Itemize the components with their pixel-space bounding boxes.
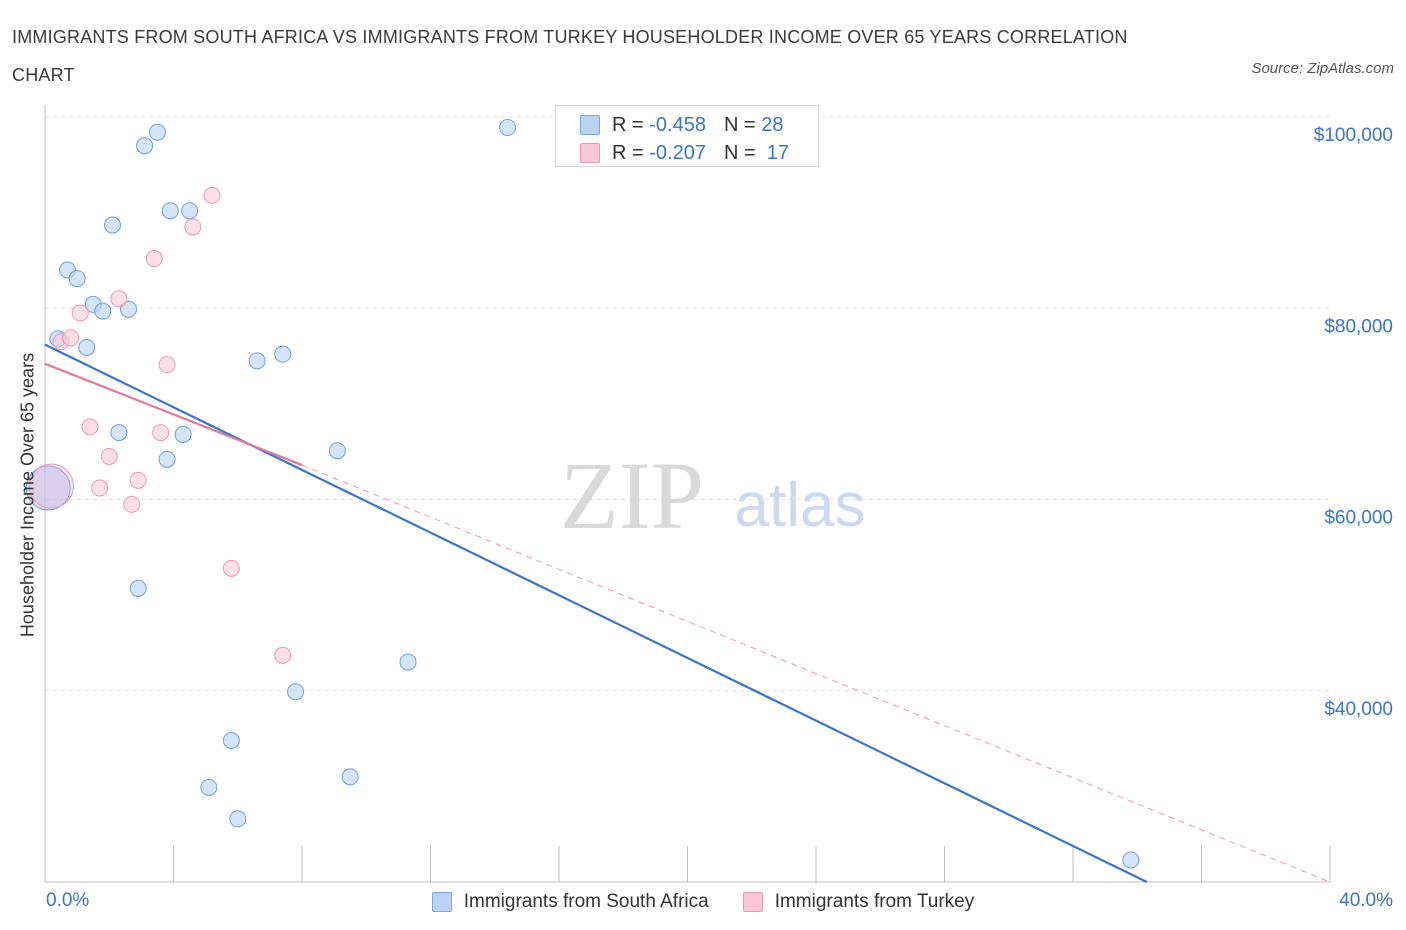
point-south-africa — [129, 579, 147, 597]
legend-n-value: 17 — [766, 141, 790, 164]
legend-r-label: R = — [612, 141, 644, 164]
y-axis-label: Householder Income Over 65 years — [17, 352, 38, 638]
chart-title: IMMIGRANTS FROM SOUTH AFRICA VS IMMIGRAN… — [12, 27, 1128, 85]
point-south-africa — [136, 137, 154, 155]
point-south-africa — [120, 300, 138, 318]
y-tick-labels: $40,000 $60,000 $80,000 $100,000 — [1314, 125, 1393, 720]
series-legend: Immigrants from South Africa Immigrants … — [0, 888, 1406, 916]
point-south-africa — [274, 345, 292, 363]
watermark: ZIP atlas — [560, 442, 865, 549]
point-south-africa — [148, 123, 166, 141]
legend-r-label: R = — [612, 113, 644, 136]
point-south-africa — [110, 424, 128, 442]
watermark-atlas: atlas — [735, 471, 866, 540]
legend-n-label: N = — [723, 141, 756, 164]
point-turkey — [28, 463, 74, 509]
correlation-legend: R = -0.458 N = 28 R = -0.207 N = 17 — [555, 105, 819, 167]
y-tick-label: $40,000 — [1324, 699, 1393, 720]
point-south-africa — [25, 465, 71, 511]
trend-lines — [44, 343, 1331, 883]
point-turkey — [203, 186, 221, 204]
grid-lines — [45, 116, 1330, 692]
point-turkey — [274, 646, 292, 664]
point-south-africa — [158, 450, 176, 468]
data-points — [25, 119, 1140, 869]
legend-n-value: 28 — [761, 113, 784, 136]
legend-swatch-pink — [742, 892, 763, 912]
legend-swatch-blue — [431, 892, 452, 912]
legend-row-turkey: R = -0.207 N = 17 — [580, 139, 789, 167]
point-south-africa — [248, 352, 266, 370]
point-turkey — [81, 418, 99, 436]
point-south-africa — [399, 653, 417, 671]
point-south-africa — [222, 731, 240, 749]
point-south-africa — [328, 442, 346, 460]
series-legend-turkey[interactable]: Immigrants from Turkey — [742, 891, 975, 913]
point-south-africa — [94, 302, 112, 320]
point-turkey — [91, 479, 109, 497]
x-tick-max: 40.0% — [1339, 890, 1393, 911]
y-tick-label: $80,000 — [1324, 316, 1393, 337]
series-legend-label: Immigrants from Turkey — [774, 891, 975, 912]
series-legend-south-africa[interactable]: Immigrants from South Africa — [431, 891, 709, 913]
legend-r-value: -0.458 — [649, 113, 706, 136]
point-turkey — [222, 559, 240, 577]
point-south-africa — [174, 425, 192, 443]
legend-swatch-pink — [580, 143, 600, 163]
point-south-africa — [103, 216, 121, 234]
point-turkey — [129, 471, 147, 489]
y-tick-label: $100,000 — [1314, 125, 1393, 146]
point-turkey — [110, 290, 128, 308]
point-south-africa — [287, 683, 305, 701]
legend-n-label: N = — [723, 113, 756, 136]
point-turkey — [158, 356, 176, 374]
point-south-africa — [78, 338, 96, 356]
point-south-africa — [341, 768, 359, 786]
legend-r-value: -0.207 — [649, 141, 706, 164]
trend-line-turkey-extension — [301, 464, 1331, 883]
point-south-africa — [200, 778, 218, 796]
point-south-africa — [161, 202, 179, 220]
x-tick-min: 0.0% — [46, 890, 90, 911]
legend-swatch-blue — [580, 115, 600, 135]
trend-line-turkey — [44, 362, 303, 467]
trend-line-south-africa — [44, 343, 1148, 883]
watermark-zip: ZIP — [560, 442, 704, 549]
point-turkey — [184, 218, 202, 236]
source-note: Source: ZipAtlas.com — [1251, 60, 1394, 77]
point-turkey — [145, 250, 163, 268]
point-turkey — [62, 329, 80, 347]
point-south-africa — [229, 810, 247, 828]
point-turkey — [152, 424, 170, 442]
y-tick-label: $60,000 — [1324, 508, 1393, 529]
point-south-africa — [68, 270, 86, 288]
legend-row-south-africa: R = -0.458 N = 28 — [580, 111, 783, 139]
point-south-africa — [181, 202, 199, 220]
series-legend-label: Immigrants from South Africa — [463, 891, 709, 912]
point-turkey — [100, 447, 118, 465]
point-south-africa — [1122, 851, 1140, 869]
point-turkey — [123, 495, 141, 513]
point-turkey — [71, 304, 89, 322]
point-south-africa — [499, 119, 517, 137]
